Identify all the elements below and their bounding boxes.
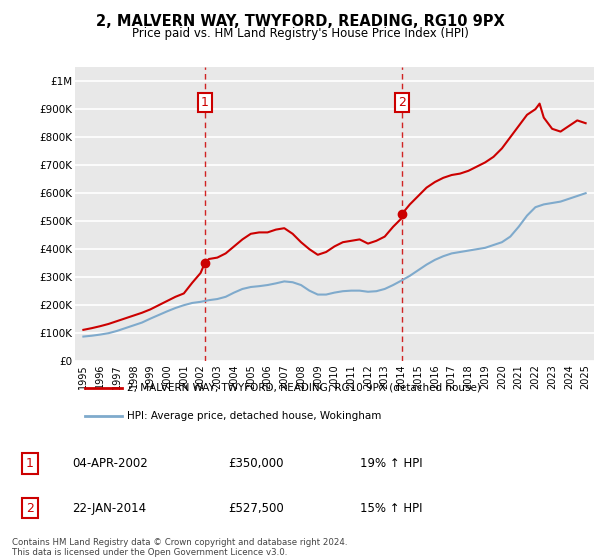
Text: 22-JAN-2014: 22-JAN-2014: [72, 502, 146, 515]
Text: 15% ↑ HPI: 15% ↑ HPI: [360, 502, 422, 515]
Text: 2, MALVERN WAY, TWYFORD, READING, RG10 9PX: 2, MALVERN WAY, TWYFORD, READING, RG10 9…: [95, 14, 505, 29]
Text: Contains HM Land Registry data © Crown copyright and database right 2024.
This d: Contains HM Land Registry data © Crown c…: [12, 538, 347, 557]
Text: HPI: Average price, detached house, Wokingham: HPI: Average price, detached house, Woki…: [127, 411, 381, 421]
Text: 19% ↑ HPI: 19% ↑ HPI: [360, 457, 422, 470]
Text: 2: 2: [398, 96, 406, 109]
Text: 1: 1: [26, 457, 34, 470]
Text: £527,500: £527,500: [228, 502, 284, 515]
Text: £350,000: £350,000: [228, 457, 284, 470]
Text: 2: 2: [26, 502, 34, 515]
Text: 1: 1: [201, 96, 209, 109]
Text: 2, MALVERN WAY, TWYFORD, READING, RG10 9PX (detached house): 2, MALVERN WAY, TWYFORD, READING, RG10 9…: [127, 382, 481, 393]
Text: Price paid vs. HM Land Registry's House Price Index (HPI): Price paid vs. HM Land Registry's House …: [131, 27, 469, 40]
Text: 04-APR-2002: 04-APR-2002: [72, 457, 148, 470]
